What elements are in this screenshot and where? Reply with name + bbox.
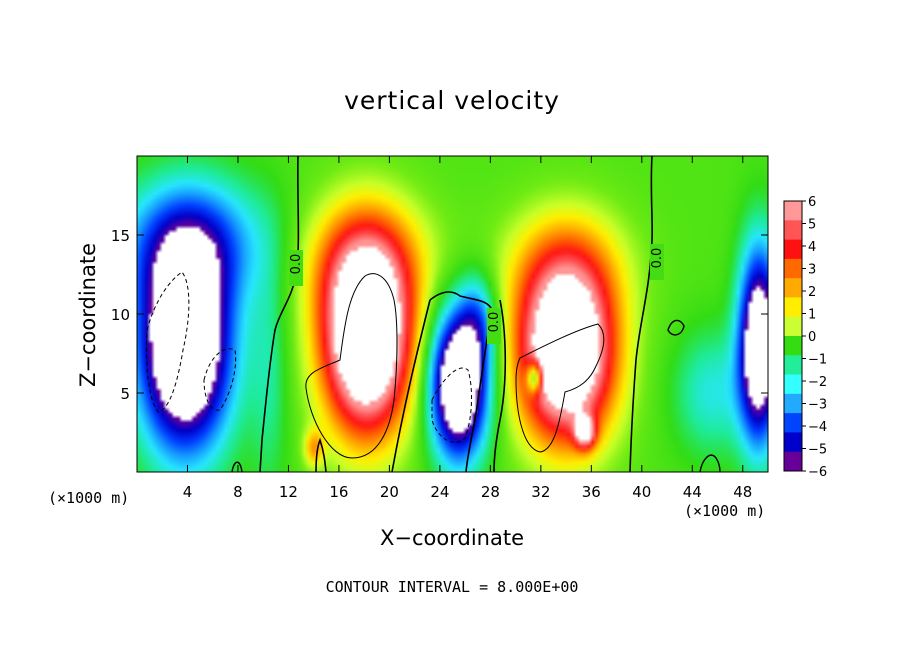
colorbar-label: 0 — [808, 330, 816, 345]
chart-title: vertical velocity — [344, 86, 560, 115]
x-tick-label: 4 — [183, 483, 193, 501]
x-tick-label: 36 — [582, 483, 601, 501]
zero-contour — [391, 299, 431, 472]
contour-label: 0.0 — [650, 248, 665, 269]
velocity-field — [137, 156, 768, 472]
x-tick-label: 16 — [329, 483, 348, 501]
colorbar-swatch — [784, 239, 802, 260]
contour-labels: 0.0 0.0 0.0 — [289, 244, 665, 344]
contour-label-bg — [487, 308, 501, 344]
contour-line — [515, 323, 605, 453]
contour-label-bg — [289, 250, 303, 286]
zero-contour — [493, 299, 507, 472]
y-tick-label: 5 — [120, 385, 130, 403]
contour-label: 0.0 — [487, 312, 502, 333]
colorbar-swatch — [784, 220, 802, 241]
x-tick-label: 8 — [233, 483, 243, 501]
contour-lines — [145, 156, 721, 472]
colorbar-swatch — [784, 355, 802, 376]
colorbar-swatch — [784, 336, 802, 356]
contour-label: 0.0 — [289, 254, 304, 275]
dashed-contour — [145, 271, 190, 413]
colorbar-label: 2 — [808, 285, 816, 300]
x-unit-label-left: (×1000 m) — [48, 489, 130, 507]
contour-line — [305, 273, 398, 459]
contour-line — [699, 454, 721, 472]
colorbar-label: −2 — [808, 375, 827, 390]
colorbar-swatch — [784, 258, 802, 279]
contour-line — [667, 319, 685, 336]
colorbar-label: −1 — [808, 353, 827, 368]
colorbar-label: 4 — [808, 240, 816, 255]
colorbar-swatch — [784, 201, 802, 221]
colorbar-swatch — [784, 297, 802, 318]
zero-contour — [315, 437, 327, 472]
colorbar: 6 5 4 3 2 1 0 −1 −2 −3 −4 −5 −6 — [783, 195, 827, 480]
y-tick-label: 15 — [111, 227, 130, 245]
x-tick-label: 44 — [683, 483, 702, 501]
colorbar-swatch — [784, 316, 802, 337]
x-axis: 4 8 12 16 20 24 28 32 36 40 44 48 — [183, 156, 752, 501]
colorbar-swatch — [784, 393, 802, 414]
colorbar-label: −6 — [808, 465, 827, 480]
x-tick-label: 12 — [279, 483, 298, 501]
colorbar-swatch — [784, 374, 802, 395]
colorbar-label: −4 — [808, 420, 827, 435]
colorbar-swatch — [784, 432, 802, 453]
colorbar-label: −5 — [808, 443, 827, 458]
colorbar-label: 3 — [808, 263, 816, 278]
x-tick-label: 40 — [632, 483, 651, 501]
colorbar-swatch — [784, 451, 802, 472]
contour-label-bg — [650, 244, 664, 280]
x-tick-label: 28 — [481, 483, 500, 501]
colorbar-label: 1 — [808, 308, 816, 323]
colorbar-label: 5 — [808, 218, 816, 233]
zero-contour — [259, 156, 300, 472]
zero-contour — [629, 156, 653, 472]
colorbar-label: −3 — [808, 398, 827, 413]
x-tick-label: 48 — [733, 483, 752, 501]
x-axis-label: X−coordinate — [380, 526, 524, 550]
contour-line — [231, 461, 243, 472]
x-unit-label-right: (×1000 m) — [684, 502, 766, 520]
contour-interval-label: CONTOUR INTERVAL = 8.000E+00 — [325, 578, 579, 596]
dashed-contour — [203, 348, 237, 411]
y-axis: 5 10 15 — [111, 227, 768, 403]
x-tick-label: 20 — [380, 483, 399, 501]
colorbar-swatch — [784, 413, 802, 433]
x-tick-label: 24 — [430, 483, 449, 501]
x-tick-label: 32 — [531, 483, 550, 501]
dashed-contour — [431, 367, 473, 443]
y-tick-label: 10 — [111, 306, 130, 324]
y-axis-label: Z−coordinate — [76, 243, 100, 387]
colorbar-label: 6 — [808, 195, 816, 210]
colorbar-swatch — [784, 278, 802, 298]
